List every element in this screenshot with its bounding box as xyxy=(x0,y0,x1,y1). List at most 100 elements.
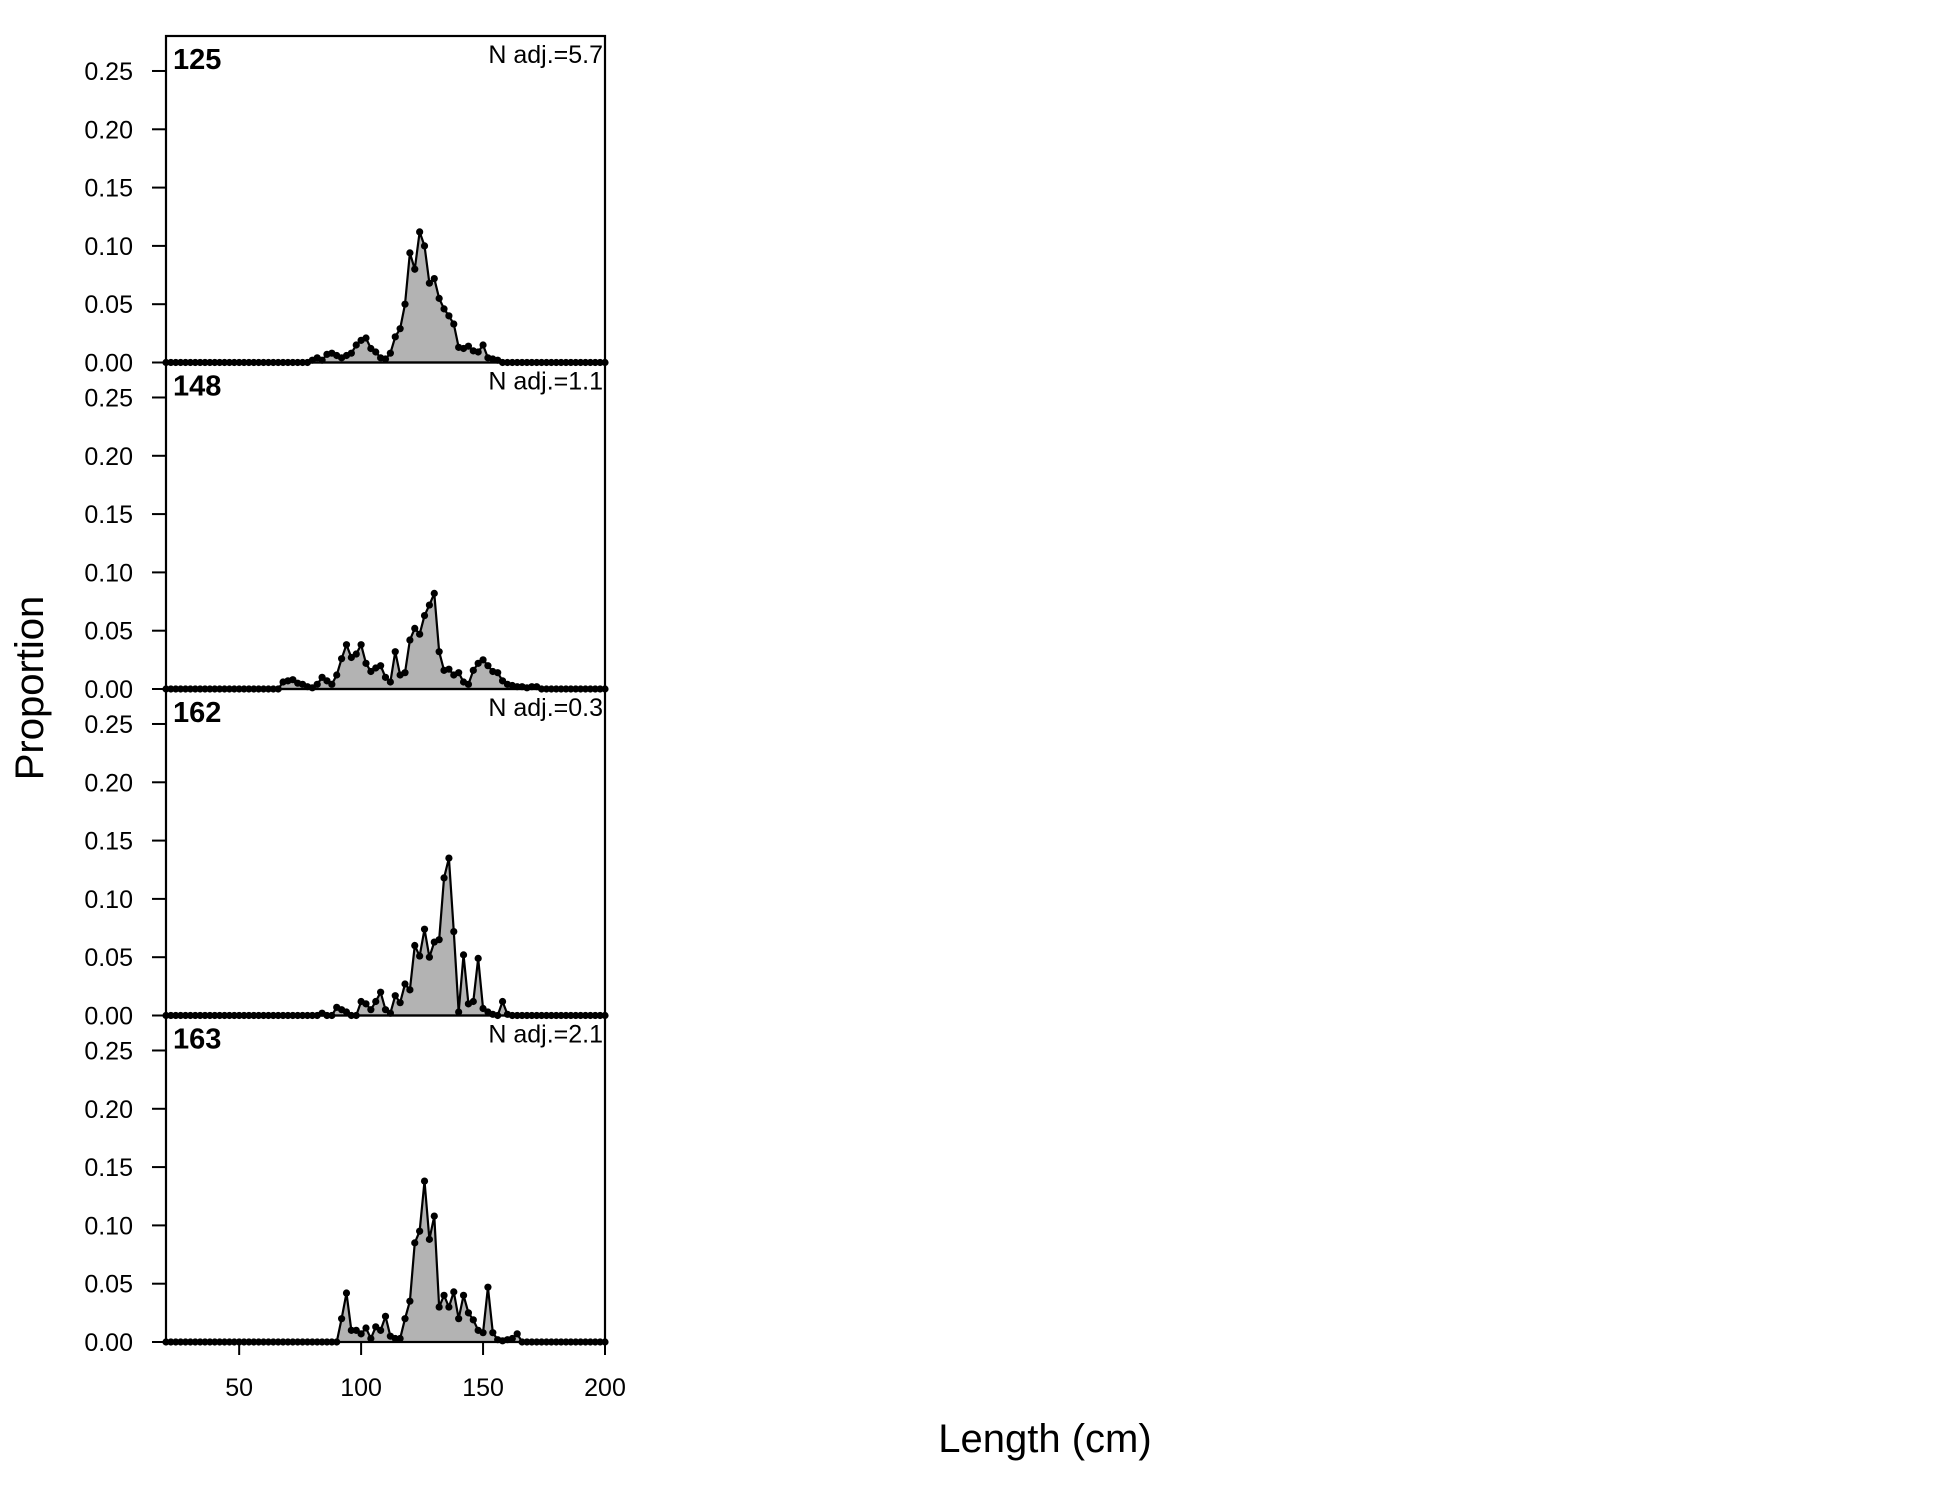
data-point xyxy=(381,1312,390,1320)
area-fill-125 xyxy=(166,231,605,363)
data-point xyxy=(333,671,341,679)
data-point xyxy=(391,648,399,656)
data-point xyxy=(352,650,360,658)
y-tick-label: 0.15 xyxy=(84,1154,133,1182)
y-tick-label: 0.15 xyxy=(84,828,133,856)
data-point xyxy=(347,349,355,357)
data-point xyxy=(367,1334,375,1343)
x-axis-title: Length (cm) xyxy=(938,1417,1151,1461)
data-point xyxy=(362,1324,370,1332)
data-point xyxy=(455,1008,463,1016)
data-point xyxy=(396,325,404,333)
data-point xyxy=(469,1316,477,1324)
data-point xyxy=(464,1309,473,1317)
data-point xyxy=(406,986,414,994)
y-tick-label: 0.20 xyxy=(84,443,133,471)
data-point xyxy=(342,641,351,649)
y-tick-label: 0.05 xyxy=(84,618,133,646)
data-point xyxy=(357,1330,365,1338)
data-point xyxy=(328,680,336,688)
data-point xyxy=(367,1006,375,1014)
panel-frame-162 xyxy=(164,687,607,1017)
data-point xyxy=(498,997,507,1006)
y-tick-label: 0.10 xyxy=(84,1212,133,1240)
data-point xyxy=(377,1326,385,1334)
data-point xyxy=(386,349,394,357)
data-point xyxy=(479,341,487,349)
data-point xyxy=(391,333,399,341)
data-point xyxy=(494,669,502,677)
data-point xyxy=(459,951,468,959)
y-tick-label: 0.10 xyxy=(84,559,133,587)
y-tick-label: 0.25 xyxy=(84,1037,133,1065)
panel-note: N adj.=0.3 xyxy=(488,694,603,722)
x-tick-label: 200 xyxy=(584,1374,626,1402)
data-point xyxy=(416,228,424,236)
panel-125: 0.00 0.05 0.10 0.15 0.20 0.25 125 N adj.=5.7 xyxy=(84,34,609,378)
data-point xyxy=(357,641,365,649)
panel-note: N adj.=5.7 xyxy=(488,41,603,69)
y-tick-label: 0.15 xyxy=(84,175,133,203)
data-point xyxy=(513,1330,521,1338)
data-point xyxy=(391,992,399,1000)
data-point xyxy=(411,941,419,950)
data-point xyxy=(377,662,385,670)
data-point xyxy=(445,665,453,673)
data-point xyxy=(396,999,404,1007)
data-point xyxy=(464,680,473,688)
panel-162: 0.00 0.05 0.10 0.15 0.20 0.25 162 N adj.=0.3 xyxy=(84,687,609,1031)
y-tick-label: 0.20 xyxy=(84,769,133,797)
data-point xyxy=(362,334,370,342)
data-point xyxy=(401,669,409,677)
y-axis-title: Proportion xyxy=(8,596,52,781)
y-tick-label: 0.10 xyxy=(84,886,133,914)
data-point xyxy=(420,925,429,933)
data-point xyxy=(440,1291,448,1299)
data-point xyxy=(342,1289,351,1297)
y-tick-label: 0.05 xyxy=(84,1271,133,1299)
data-point xyxy=(450,320,458,328)
data-point xyxy=(381,673,390,681)
y-tick-label: 0.15 xyxy=(84,501,133,529)
data-point xyxy=(352,341,360,349)
data-point xyxy=(508,1334,516,1343)
data-point xyxy=(362,659,370,667)
data-point xyxy=(420,1177,429,1185)
data-point xyxy=(450,1288,458,1296)
panel-label: 148 xyxy=(173,371,221,403)
y-tick-label: 0.25 xyxy=(84,711,133,739)
x-tick-label: 50 xyxy=(225,1374,253,1402)
data-point xyxy=(445,312,453,320)
y-tick-label: 0.10 xyxy=(84,233,133,261)
y-tick-label: 0.05 xyxy=(84,944,133,972)
data-point xyxy=(406,636,414,644)
area-fill-162 xyxy=(166,858,605,1016)
panel-frame-163 xyxy=(164,1014,607,1344)
panel-label: 125 xyxy=(173,44,221,76)
panel-label: 162 xyxy=(173,697,221,729)
data-point xyxy=(396,1334,404,1343)
y-tick-label: 0.25 xyxy=(84,384,133,412)
data-point xyxy=(469,666,477,674)
data-point xyxy=(435,648,443,656)
series-line-162 xyxy=(166,857,605,1017)
data-point xyxy=(445,854,453,862)
data-point xyxy=(386,678,394,686)
data-point xyxy=(420,242,429,250)
y-tick-label: 0.00 xyxy=(84,350,133,378)
data-point xyxy=(474,348,482,356)
data-point xyxy=(401,1315,409,1323)
data-point xyxy=(416,1227,424,1235)
y-tick-label: 0.25 xyxy=(84,58,133,86)
data-point xyxy=(455,669,463,677)
x-axis: 50 100 150 200 xyxy=(225,1342,626,1402)
data-point xyxy=(435,1303,443,1311)
data-point xyxy=(411,624,419,632)
data-point xyxy=(425,601,433,609)
y-tick-label: 0.05 xyxy=(84,291,133,319)
data-point xyxy=(479,656,487,664)
data-point xyxy=(430,274,438,283)
y-tick-label: 0.00 xyxy=(84,1329,133,1357)
data-point xyxy=(435,294,443,302)
data-point xyxy=(372,348,380,356)
